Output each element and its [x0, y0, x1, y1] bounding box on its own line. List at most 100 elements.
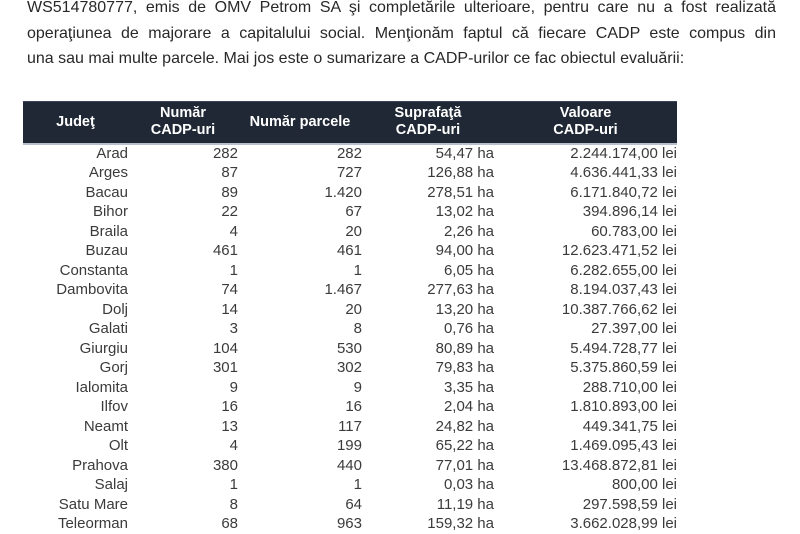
table-row: Galati 3 8 0,76 ha 27.397,00 lei [23, 319, 677, 339]
col-header-judet: Judeţ [23, 101, 128, 145]
col-header-numar-cadp: Număr CADP-uri [128, 101, 238, 145]
cell-suprafata: 77,01 ha [435, 456, 494, 474]
paragraph-line-3: una sau mai multe parcele. Mai jos este … [27, 50, 685, 67]
cell-numar-cadp: 74 [221, 281, 238, 299]
cell-suprafata: 80,89 ha [435, 339, 494, 357]
table-row: Dambovita 74 1.467 277,63 ha 8.194.037,43 le… [23, 280, 677, 300]
cell-judet: Teleorman [57, 515, 128, 533]
cell-numar-parcele: 117 [338, 417, 362, 435]
cell-valoare: 10.387.766,62 lei [561, 300, 677, 318]
cell-suprafata: 2,04 ha [443, 398, 494, 416]
cell-numar-cadp: 22 [221, 203, 238, 221]
cell-numar-parcele: 20 [345, 222, 362, 240]
cell-valoare: 5.375.860,59 lei [570, 359, 677, 377]
intro-paragraph: WS514780777, emis de OMV Petrom SA şi co… [27, 0, 776, 72]
table-row: Satu Mare 8 64 11,19 ha 297.598,59 lei [23, 495, 677, 515]
cell-numar-cadp: 14 [221, 300, 238, 318]
cell-judet: Giurgiu [79, 339, 128, 357]
cell-judet: Ilfov [100, 398, 128, 416]
cell-numar-parcele: 1.467 [324, 281, 362, 299]
cell-valoare: 297.598,59 lei [582, 495, 677, 513]
cell-valoare: 13.468.872,81 lei [561, 456, 677, 474]
cell-suprafata: 13,02 ha [435, 203, 494, 221]
table-row: Salaj 1 1 0,03 ha 800,00 lei [23, 475, 677, 495]
cell-suprafata: 94,00 ha [435, 242, 494, 260]
cell-valoare: 60.783,00 lei [591, 222, 677, 240]
table-row: Bacau 89 1.420 278,51 ha 6.171.840,72 lei [23, 183, 677, 203]
cell-numar-cadp: 461 [212, 242, 238, 260]
cell-judet: Constanta [59, 261, 128, 279]
cell-suprafata: 278,51 ha [427, 183, 494, 201]
table-row: Arad 282 282 54,47 ha 2.244.174,00 lei [23, 144, 677, 164]
cell-suprafata: 277,63 ha [427, 281, 494, 299]
cell-judet: Arges [88, 164, 128, 182]
cell-valoare: 1.469.095,43 lei [570, 437, 677, 455]
cell-suprafata: 65,22 ha [435, 437, 494, 455]
table-row: Braila 4 20 2,26 ha 60.783,00 lei [23, 222, 677, 242]
cell-numar-cadp: 282 [212, 145, 238, 163]
cell-judet: Satu Mare [58, 495, 128, 513]
cell-valoare: 800,00 lei [611, 476, 677, 494]
cell-judet: Neamt [83, 417, 128, 435]
cell-numar-cadp: 16 [221, 398, 238, 416]
cell-numar-cadp: 380 [212, 456, 238, 474]
cell-numar-cadp: 1 [229, 261, 238, 279]
cell-suprafata: 54,47 ha [435, 145, 494, 163]
cell-judet: Olt [108, 437, 128, 455]
paragraph-line-1: WS514780777, emis de OMV Petrom SA şi co… [27, 0, 776, 16]
table-row: Arges 87 727 126,88 ha 4.636.441,33 lei [23, 163, 677, 183]
cell-numar-cadp: 9 [229, 378, 238, 396]
cell-valoare: 6.171.840,72 lei [570, 183, 677, 201]
cell-numar-parcele: 67 [345, 203, 362, 221]
col-header-valoare: Valoare CADP-uri [494, 101, 677, 145]
cell-numar-parcele: 963 [336, 515, 362, 533]
cell-numar-cadp: 8 [229, 495, 238, 513]
table-row: Olt 4 199 65,22 ha 1.469.095,43 lei [23, 436, 677, 456]
cell-suprafata: 6,05 ha [443, 261, 494, 279]
table-row: Bihor 22 67 13,02 ha 394.896,14 lei [23, 202, 677, 222]
cell-numar-parcele: 440 [336, 456, 362, 474]
cell-valoare: 12.623.471,52 lei [561, 242, 677, 260]
cell-judet: Dambovita [56, 281, 128, 299]
table-row: Constanta 1 1 6,05 ha 6.282.655,00 lei [23, 261, 677, 281]
cell-judet: Arad [96, 145, 128, 163]
paragraph-line-2: operaţiunea de majorare a capitalului so… [27, 24, 776, 42]
table-row: Prahova 380 440 77,01 ha 13.468.872,81 lei [23, 456, 677, 476]
cell-numar-cadp: 1 [229, 476, 238, 494]
table-row: Neamt 13 117 24,82 ha 449.341,75 lei [23, 417, 677, 437]
cell-suprafata: 126,88 ha [427, 164, 494, 182]
table-row: Giurgiu 104 530 80,89 ha 5.494.728,77 lei [23, 339, 677, 359]
cell-suprafata: 79,83 ha [435, 359, 494, 377]
cell-judet: Galati [88, 320, 128, 338]
cell-numar-cadp: 68 [221, 515, 238, 533]
cell-judet: Braila [89, 222, 128, 240]
table-header-row: Judeţ Număr CADP-uri Număr parcele Supra… [23, 101, 677, 145]
col-header-numar-parcele: Număr parcele [238, 101, 362, 145]
col-header-suprafata: Suprafaţă CADP-uri [362, 101, 494, 145]
cell-numar-parcele: 1.420 [324, 183, 362, 201]
table-row: Dolj 14 20 13,20 ha 10.387.766,62 lei [23, 300, 677, 320]
table-row: Ilfov 16 16 2,04 ha 1.810.893,00 lei [23, 397, 677, 417]
cell-numar-parcele: 199 [336, 437, 362, 455]
cell-judet: Gorj [99, 359, 128, 377]
cell-numar-parcele: 302 [336, 359, 362, 377]
cell-judet: Ialomita [75, 378, 128, 396]
cell-judet: Bihor [92, 203, 128, 221]
cell-judet: Bacau [85, 183, 128, 201]
cell-numar-cadp: 4 [229, 437, 238, 455]
cell-numar-cadp: 4 [229, 222, 238, 240]
cell-suprafata: 13,20 ha [435, 300, 494, 318]
cell-numar-cadp: 301 [212, 359, 238, 377]
cell-numar-parcele: 16 [345, 398, 362, 416]
cell-valoare: 6.282.655,00 lei [570, 261, 677, 279]
cell-numar-parcele: 727 [336, 164, 362, 182]
cell-valoare: 8.194.037,43 lei [570, 281, 677, 299]
cell-numar-cadp: 13 [221, 417, 238, 435]
cell-suprafata: 0,03 ha [443, 476, 494, 494]
cell-valoare: 1.810.893,00 lei [570, 398, 677, 416]
cell-valoare: 449.341,75 lei [582, 417, 677, 435]
cell-numar-parcele: 530 [336, 339, 362, 357]
cell-valoare: 2.244.174,00 lei [570, 145, 677, 163]
cell-numar-parcele: 282 [336, 145, 362, 163]
cell-valoare: 27.397,00 lei [591, 320, 677, 338]
